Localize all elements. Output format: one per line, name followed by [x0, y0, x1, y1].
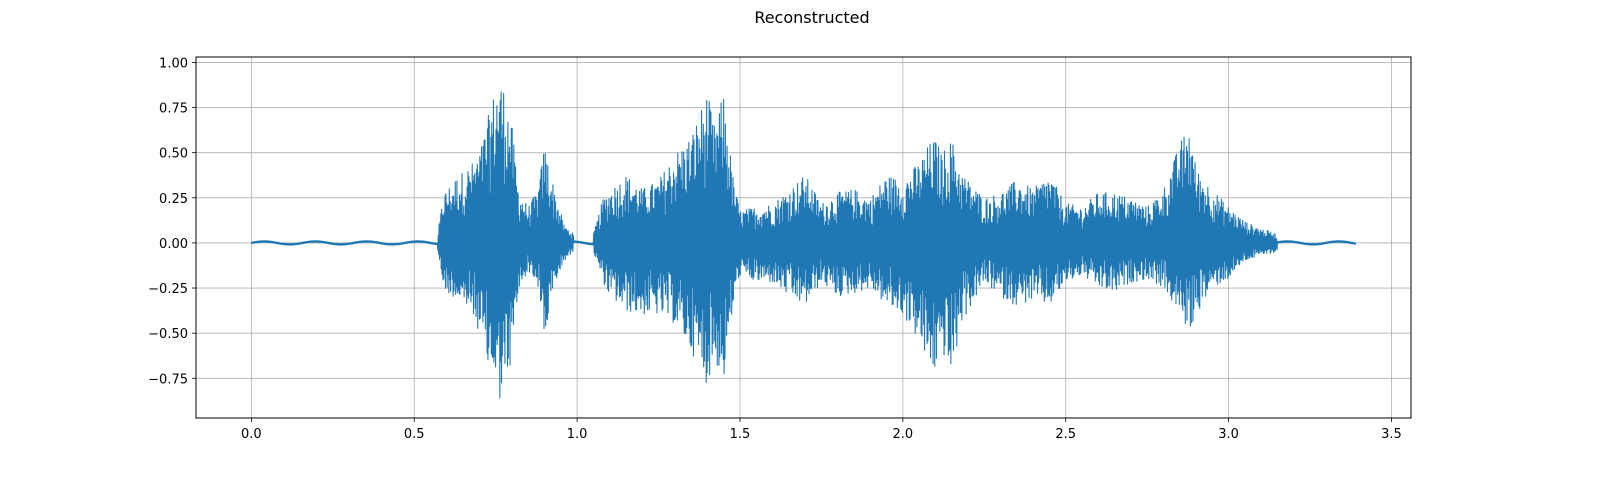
- x-tick-label: 0.5: [404, 427, 425, 442]
- y-tick-label: −0.25: [148, 282, 188, 297]
- x-tick-label: 1.5: [730, 427, 751, 442]
- x-tick-label: 2.5: [1055, 427, 1076, 442]
- axis-ticks: 0.0 0.5 1.0 1.5 2.0 2.5 3.0 3.5 1.00 0.75 0.50 0.25…: [148, 56, 1402, 442]
- y-tick-label: 0.50: [159, 147, 188, 162]
- y-tick-label: 0.00: [159, 237, 188, 252]
- x-tick-label: 0.0: [241, 427, 262, 442]
- chart-title: Reconstructed: [754, 8, 869, 27]
- y-tick-label: 1.00: [159, 56, 188, 71]
- y-tick-label: −0.75: [148, 372, 188, 387]
- x-tick-label: 2.0: [893, 427, 914, 442]
- series-line: [250, 91, 1357, 399]
- x-tick-label: 1.0: [567, 427, 588, 442]
- x-tick-label: 3.5: [1381, 427, 1402, 442]
- y-tick-label: 0.75: [159, 102, 188, 117]
- y-tick-label: −0.50: [148, 327, 188, 342]
- plot-frame: [195, 56, 1412, 419]
- y-tick-label: 0.25: [159, 192, 188, 207]
- waveform-line: [250, 91, 1357, 399]
- x-tick-label: 3.0: [1218, 427, 1239, 442]
